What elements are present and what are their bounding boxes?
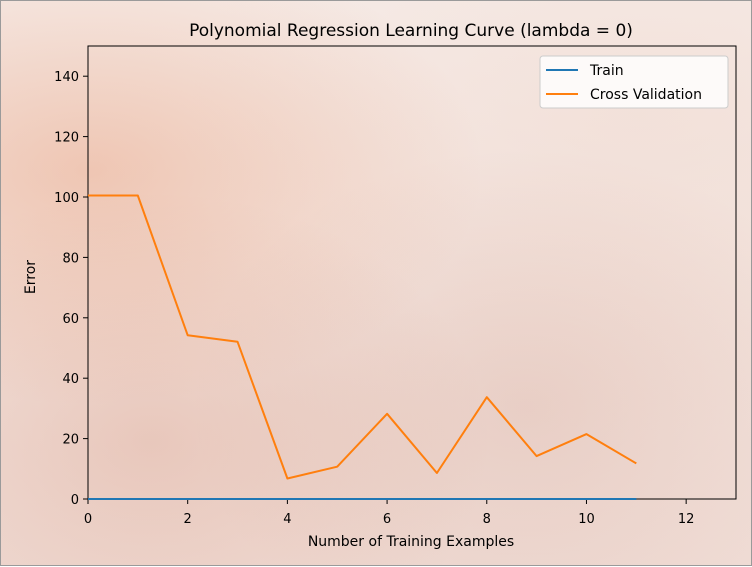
- x-tick-label: 8: [483, 512, 491, 527]
- series-line-cross-validation: [88, 194, 637, 480]
- y-tick-label: 140: [54, 70, 79, 85]
- y-tick-label: 80: [62, 251, 79, 266]
- legend-label: Cross Validation: [590, 87, 702, 103]
- legend-box: [539, 55, 729, 109]
- legend-label: Train: [589, 63, 624, 79]
- y-tick-label: 100: [54, 191, 79, 206]
- x-tick-label: 12: [678, 512, 695, 527]
- series-lines: [88, 194, 637, 500]
- x-tick-label: 6: [383, 512, 391, 527]
- x-axis-label: Number of Training Examples: [308, 534, 514, 550]
- x-tick-label: 10: [578, 512, 595, 527]
- x-axis: 0 2 4 6 8 10 12: [84, 499, 695, 527]
- y-tick-label: 20: [62, 433, 79, 448]
- plot-area: [87, 45, 737, 500]
- x-tick-label: 2: [184, 512, 192, 527]
- y-axis-label: Error: [23, 260, 39, 294]
- y-tick-label: 120: [54, 131, 79, 146]
- y-axis: 0 20 40 60 80 100 120 140: [54, 70, 88, 508]
- y-tick-label: 0: [71, 493, 79, 508]
- x-tick-label: 4: [283, 512, 291, 527]
- legend: Train Cross Validation: [539, 55, 729, 109]
- y-tick-label: 40: [62, 372, 79, 387]
- chart-title: Polynomial Regression Learning Curve (la…: [189, 21, 633, 41]
- x-tick-label: 0: [84, 512, 92, 527]
- y-tick-label: 60: [62, 312, 79, 327]
